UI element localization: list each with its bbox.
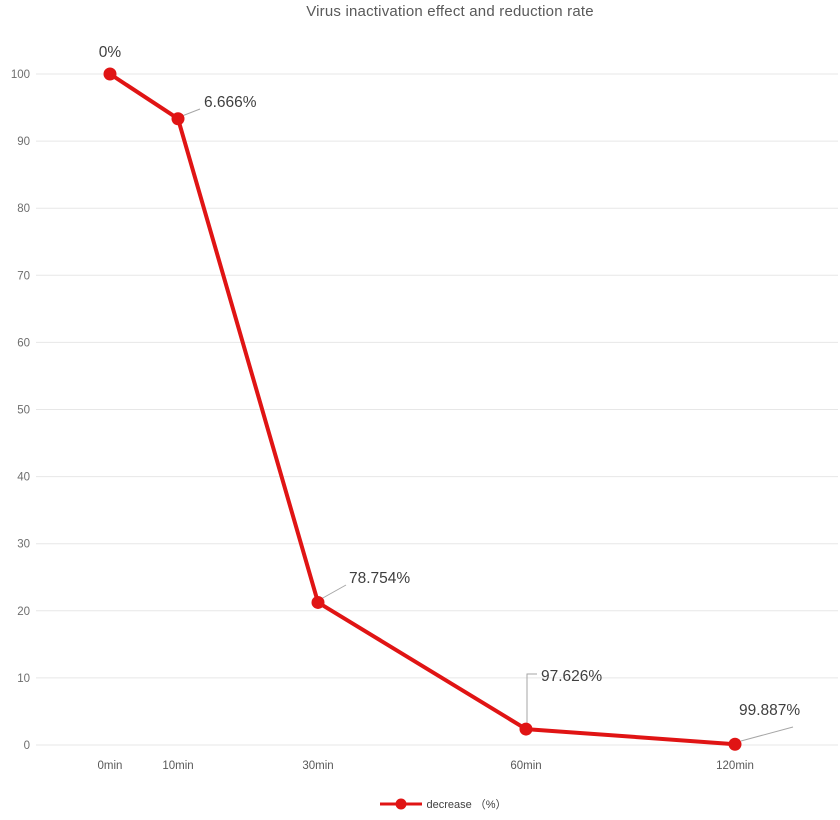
y-tick-label-80: 80 xyxy=(17,203,30,215)
x-tick-label-30min: 30min xyxy=(302,760,333,772)
y-tick-label-0: 0 xyxy=(24,740,30,752)
y-tick-label-70: 70 xyxy=(17,270,30,282)
data-point-10min xyxy=(171,112,185,126)
x-tick-label-120min: 120min xyxy=(716,760,754,772)
data-label-10min: 6.666% xyxy=(204,94,257,111)
leader-line-1 xyxy=(181,108,201,117)
y-tick-label-40: 40 xyxy=(17,472,30,484)
x-tick-label-60min: 60min xyxy=(510,760,541,772)
y-tick-label-10: 10 xyxy=(17,673,30,685)
leader-line-3 xyxy=(526,673,537,727)
data-point-60min xyxy=(519,722,533,736)
x-tick-label-10min: 10min xyxy=(162,760,193,772)
legend-series-marker xyxy=(380,798,423,810)
leader-line-4 xyxy=(740,726,794,742)
y-tick-label-50: 50 xyxy=(17,405,30,417)
legend-series-label: decrease （%） xyxy=(426,799,507,811)
data-point-30min xyxy=(311,595,325,609)
x-tick-label-0min: 0min xyxy=(98,760,123,772)
plot-area: 0 10 20 30 40 50 60 70 80 90 100 0min 10min 30min 60mi… xyxy=(11,44,838,772)
data-label-30min: 78.754% xyxy=(349,570,410,587)
y-tick-label-20: 20 xyxy=(17,606,30,618)
leader-line-2 xyxy=(320,584,347,600)
chart-title: Virus inactivation effect and reduction … xyxy=(306,3,594,20)
y-tick-label-60: 60 xyxy=(17,337,30,349)
data-label-120min: 99.887% xyxy=(739,702,800,719)
data-label-60min: 97.626% xyxy=(541,668,602,685)
y-tick-label-100: 100 xyxy=(11,69,30,81)
y-tick-label-90: 90 xyxy=(17,136,30,148)
legend: decrease （%） xyxy=(0,793,840,815)
data-point-120min xyxy=(728,737,742,751)
data-point-0min xyxy=(103,67,117,81)
data-label-0min: 0% xyxy=(99,44,122,61)
y-tick-label-30: 30 xyxy=(17,539,30,551)
